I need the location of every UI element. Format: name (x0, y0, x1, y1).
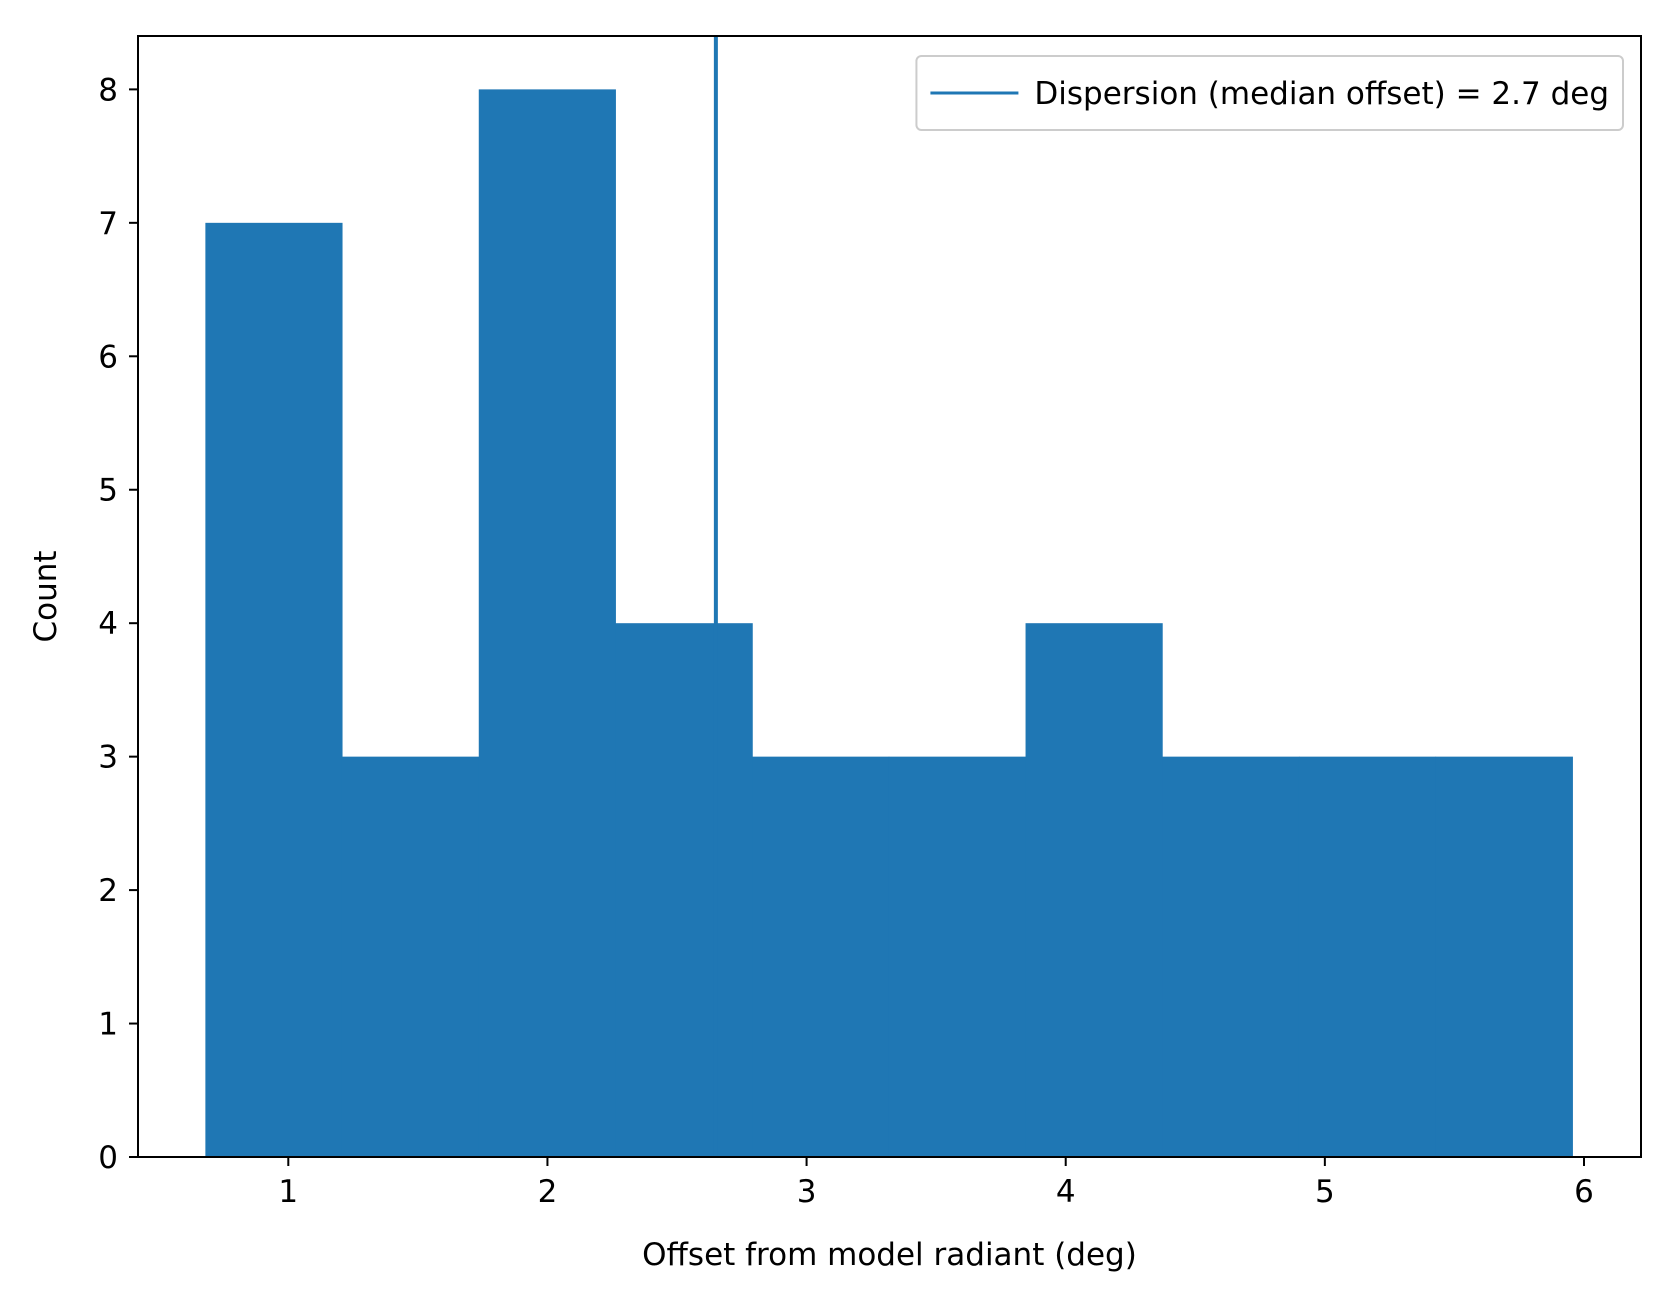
x-tick-label: 5 (1315, 1174, 1335, 1210)
x-axis-ticks: 1 2 3 4 5 6 (278, 1157, 1594, 1210)
histogram-bar-9 (1298, 756, 1437, 1157)
histogram-bar-5 (752, 756, 890, 1157)
y-tick-label: 5 (98, 473, 118, 509)
y-axis-ticks: 0 1 2 3 4 5 6 7 8 (98, 72, 138, 1176)
legend: Dispersion (median offset) = 2.7 deg (915, 55, 1624, 131)
y-tick-label: 7 (98, 206, 118, 242)
x-tick-label: 3 (797, 1174, 817, 1210)
y-tick-label: 0 (98, 1140, 118, 1176)
plot-frame (137, 35, 1642, 1158)
histogram-bar-7 (1025, 623, 1163, 1157)
x-tick-label: 4 (1056, 1174, 1076, 1210)
y-tick-label: 2 (98, 873, 118, 909)
x-axis-label: Offset from model radiant (deg) (642, 1237, 1137, 1273)
x-tick-label: 2 (538, 1174, 558, 1210)
histogram-bar-8 (1162, 756, 1300, 1157)
histogram-bar-3 (478, 89, 616, 1157)
y-tick-label: 1 (98, 1007, 118, 1043)
histogram-bar-10 (1435, 756, 1573, 1157)
y-tick-label: 4 (98, 606, 118, 642)
histogram-bar-1 (205, 222, 343, 1158)
histogram-bars (205, 89, 1573, 1158)
y-axis-label: Count (28, 550, 64, 642)
x-tick-label: 1 (278, 1174, 298, 1210)
y-tick-label: 3 (98, 740, 118, 776)
y-tick-label: 8 (98, 72, 118, 108)
histogram-bar-2 (341, 756, 480, 1157)
legend-box (915, 55, 1624, 131)
x-tick-label: 6 (1574, 1174, 1594, 1210)
legend-entry-label: Dispersion (median offset) = 2.7 deg (1034, 76, 1609, 112)
histogram-bar-6 (888, 756, 1027, 1157)
y-tick-label: 6 (98, 339, 118, 375)
histogram-bar-4 (615, 623, 753, 1157)
